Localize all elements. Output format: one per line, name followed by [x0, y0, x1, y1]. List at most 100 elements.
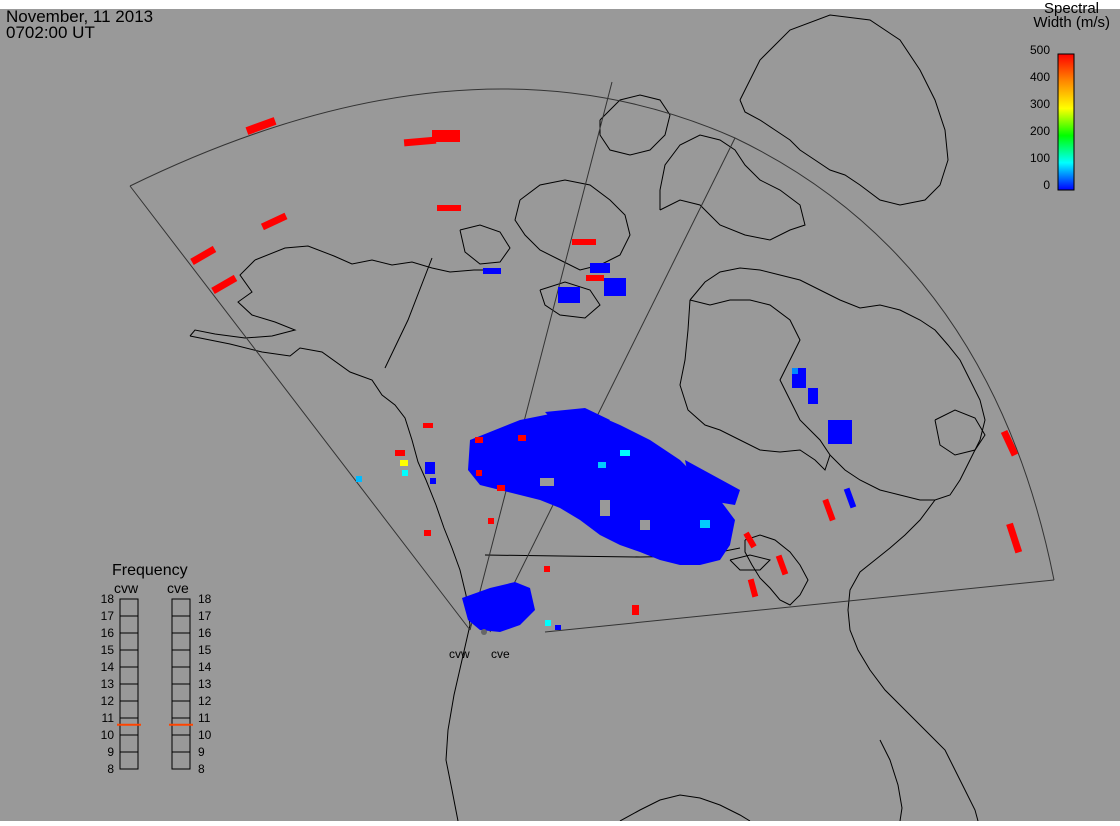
hudson-blue-1 [828, 420, 852, 444]
arctic-red-1 [586, 275, 604, 281]
backscatter-near-radar [462, 566, 561, 632]
wc-red-2 [423, 423, 433, 428]
coast-atlantic-east [847, 499, 979, 822]
frequency-tick-8: 8 [198, 762, 205, 776]
backscatter-arctic [483, 239, 852, 444]
frequency-cell [171, 751, 191, 770]
far-red-9 [1006, 522, 1023, 554]
far-red-3 [432, 130, 460, 142]
far-blue-1 [843, 487, 857, 509]
wc-cyan-2 [356, 476, 362, 482]
far-red-2 [403, 136, 437, 147]
frequency-tick-15: 15 [101, 643, 115, 657]
far-red-11 [775, 554, 789, 576]
frequency-title: Frequency [112, 562, 188, 579]
frequency-tick-13: 13 [198, 677, 212, 691]
cb-tick-300: 300 [1030, 97, 1050, 111]
backscatter-main [468, 408, 740, 565]
backscatter-main-region [468, 412, 735, 565]
cb-tick-0: 0 [1043, 178, 1050, 192]
near-radar-blue-2 [555, 625, 561, 630]
plot-time: 0702:00 UT [6, 23, 95, 42]
fov-center-line-2 [489, 137, 736, 633]
fov-left-edge [129, 185, 471, 631]
frequency-tick-18: 18 [101, 592, 115, 606]
arctic-blue-3 [590, 263, 610, 273]
wc-yellow [400, 460, 408, 466]
frequency-tick-12: 12 [101, 694, 115, 708]
frequency-tick-18: 18 [198, 592, 212, 606]
cb-tick-200: 200 [1030, 124, 1050, 138]
wc-cyan [402, 470, 408, 476]
colorbar-title-2: Width (m/s) [1033, 14, 1110, 31]
backscatter-upper-lobe [545, 408, 610, 430]
radar-label-cvw: cvw [449, 647, 470, 661]
arctic-blue-4 [483, 268, 501, 274]
backscatter-red-5 [488, 518, 494, 524]
colorbar-gradient [1057, 53, 1075, 191]
wc-blue-2 [430, 478, 436, 484]
coast-alaska-west [189, 259, 297, 339]
frequency-tick-12: 12 [198, 694, 212, 708]
frequency-tick-15: 15 [198, 643, 212, 657]
fov-right-edge [544, 579, 1055, 633]
frequency-scales: 18 17 16 15 14 13 12 11 10 9 8 18 17 16 15 14 13 12 11 10 9 8 [101, 592, 212, 776]
cb-tick-400: 400 [1030, 70, 1050, 84]
radar-label-cve: cve [491, 647, 510, 661]
colorbar-ticks: 500 400 300 200 100 0 [1030, 43, 1050, 192]
coastlines [189, 14, 986, 822]
frequency-tick-13: 13 [101, 677, 115, 691]
wc-red-1 [395, 450, 405, 456]
far-red-1 [245, 117, 277, 135]
frequency-tick-11: 11 [198, 711, 211, 725]
far-red-4 [437, 205, 461, 211]
far-red-14 [743, 531, 757, 549]
frequency-label-cve: cve [167, 580, 189, 596]
frequency-cell [119, 751, 139, 770]
hudson-blue-3 [808, 388, 818, 404]
fov-center-line-1 [469, 81, 613, 631]
cb-tick-100: 100 [1030, 151, 1050, 165]
coast-arctic-islands-1 [514, 179, 631, 271]
coast-great-lakes [744, 534, 809, 606]
coast-labrador [689, 267, 986, 501]
backscatter-red-4 [497, 485, 505, 491]
backscatter-cyan-1 [620, 450, 630, 456]
coast-lake-superior [729, 554, 771, 571]
frequency-tick-9: 9 [107, 745, 114, 759]
coast-florida [879, 739, 903, 822]
backscatter-cyan-2 [598, 462, 606, 468]
frequency-label-cvw: cvw [114, 580, 139, 596]
coast-gulf [619, 794, 751, 822]
plot-header: November, 11 2013 0702:00 UT [6, 8, 153, 42]
frequency-tick-16: 16 [101, 626, 115, 640]
frequency-panel: Frequency cvw cve 1817161514131211109818… [101, 562, 212, 776]
hudson-cyan [792, 368, 798, 374]
frequency-tick-8: 8 [107, 762, 114, 776]
far-red-10 [822, 498, 836, 522]
near-radar-red [544, 566, 550, 572]
far-red-5 [260, 212, 288, 231]
wc-red-3 [424, 530, 431, 536]
coast-greenland [739, 14, 949, 206]
backscatter-gap-2 [600, 500, 610, 516]
far-red-7 [211, 274, 238, 294]
backscatter-red-1 [475, 437, 483, 443]
backscatter-right-lobe [685, 460, 740, 505]
coast-arctic-islands-2 [599, 94, 671, 156]
border-alaska-canada [384, 257, 433, 369]
coast-alaska-north [254, 245, 498, 273]
cb-tick-500: 500 [1030, 43, 1050, 57]
frequency-tick-11: 11 [102, 711, 115, 725]
backscatter-red-3 [476, 470, 482, 476]
frequency-tick-14: 14 [198, 660, 212, 674]
coast-baffin [659, 134, 806, 241]
wc-blue-1 [425, 462, 435, 474]
colorbar-title-1: Spectral [1044, 0, 1099, 17]
backscatter-far-range [190, 117, 1023, 615]
frequency-tick-10: 10 [198, 728, 212, 742]
far-red-12 [747, 578, 759, 598]
backscatter-west-coast [356, 423, 436, 536]
far-red-13 [632, 605, 639, 615]
